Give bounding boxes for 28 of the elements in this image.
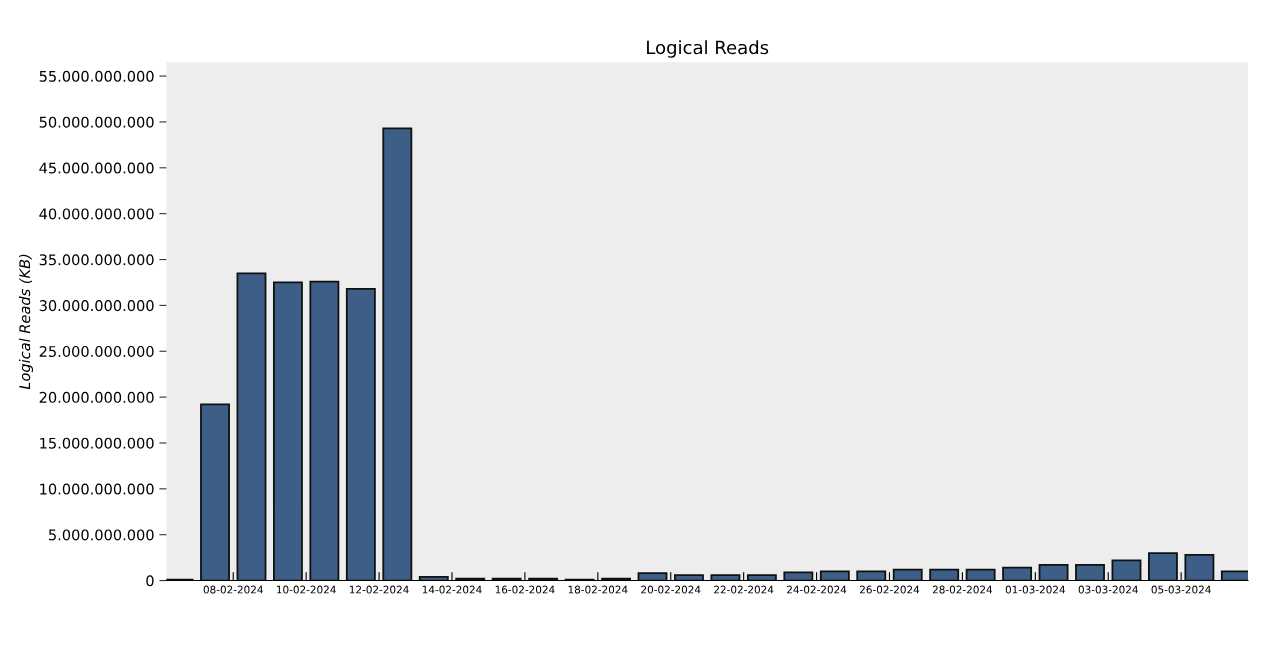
y-axis-title: Logical Reads (KB)	[18, 254, 34, 390]
y-tick-label: 5.000.000.000	[49, 529, 154, 541]
y-tick-label: 10.000.000.000	[40, 483, 154, 495]
x-tick-label: 03-03-2024	[1078, 585, 1138, 594]
x-tick-label: 12-02-2024	[349, 585, 409, 594]
y-tick-label: 55.000.000.000	[39, 70, 154, 82]
x-tick-label: 20-02-2024	[641, 585, 701, 594]
y-tick-label: 50.000.000.000	[39, 116, 154, 128]
y-tick-label: 30.000.000.000	[39, 300, 154, 312]
x-tick-label: 16-02-2024	[495, 585, 555, 594]
x-tick-label: 18-02-2024	[568, 585, 628, 594]
x-tick-label: 28-02-2024	[932, 585, 993, 594]
y-tick-label: 15.000.000.000	[40, 437, 154, 449]
y-tick-label: 40.000.000.000	[39, 208, 154, 220]
x-tick-label: 14-02-2024	[422, 585, 482, 594]
x-tick-label: 08-02-2024	[203, 585, 263, 594]
y-tick-label: 35.000.000.000	[39, 254, 154, 266]
y-tick-label: 20.000.000.000	[39, 391, 154, 403]
y-tick-label: 25.000.000.000	[39, 345, 154, 357]
x-tick-label: 10-02-2024	[277, 585, 336, 594]
x-tick-label: 22-02-2024	[714, 585, 774, 594]
x-tick-label: 24-02-2024	[787, 585, 847, 594]
y-tick-label: 45.000.000.000	[39, 162, 154, 174]
x-tick-label: 01-03-2024	[1005, 585, 1066, 594]
x-tick-label: 05-03-2024	[1151, 585, 1211, 594]
chart-title: Logical Reads	[647, 40, 769, 58]
x-tick-label: 26-02-2024	[859, 585, 920, 594]
y-tick-label: 0	[146, 575, 154, 587]
